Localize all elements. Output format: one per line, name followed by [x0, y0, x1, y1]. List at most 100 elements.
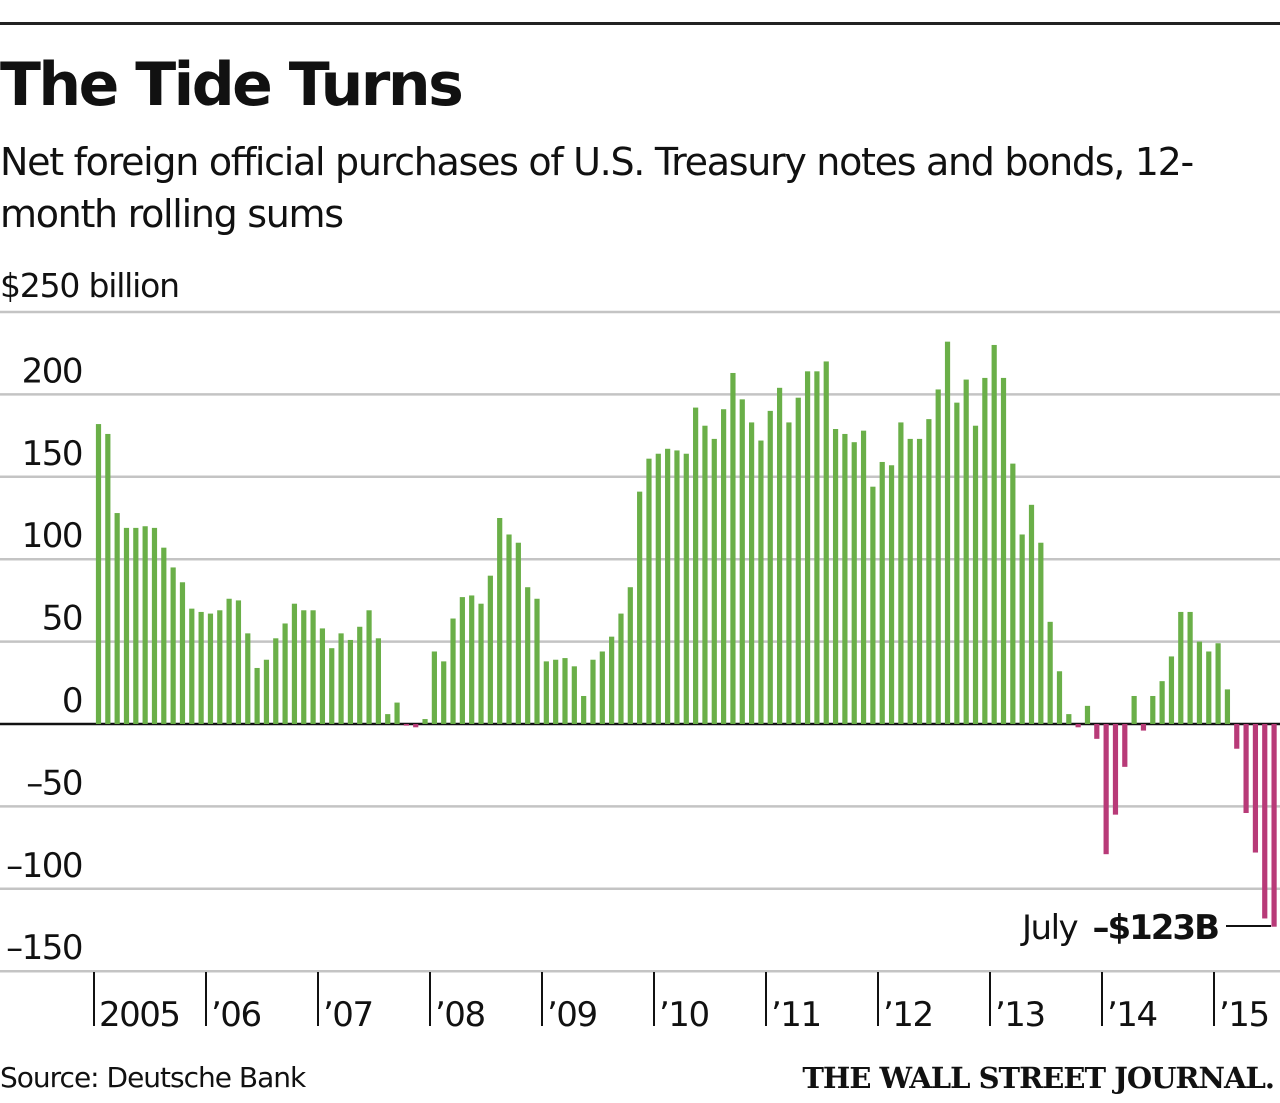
bar-positive — [291, 603, 298, 724]
bar-positive — [329, 648, 335, 724]
bar-positive — [758, 440, 764, 724]
bar-positive — [105, 433, 111, 724]
bar-positive — [1000, 377, 1007, 724]
bar-positive — [198, 611, 204, 724]
bar-positive — [534, 598, 540, 724]
annotation: July –$123B — [1020, 908, 1272, 948]
bar-positive — [310, 610, 316, 724]
bar-positive — [1159, 681, 1165, 724]
bar-positive — [916, 438, 923, 724]
bar-positive — [581, 695, 587, 724]
bar-negative — [413, 724, 419, 728]
bar-positive — [515, 542, 521, 724]
bar-positive — [1215, 643, 1221, 724]
bars — [95, 341, 1277, 927]
bar-positive — [525, 587, 531, 724]
bar-positive — [711, 438, 717, 724]
bar-positive — [151, 527, 158, 724]
bar-positive — [207, 613, 214, 724]
bar-positive — [497, 518, 503, 724]
bar-positive — [1150, 695, 1156, 724]
bar-positive — [347, 639, 354, 724]
bar-positive — [1084, 705, 1091, 724]
bar-positive — [1206, 651, 1212, 724]
bar-positive — [991, 344, 997, 724]
bar-positive — [898, 422, 904, 724]
x-tick-label: ’09 — [547, 995, 597, 1035]
bar-positive — [179, 582, 186, 724]
bar-negative — [1243, 724, 1249, 813]
bar-positive — [1131, 695, 1137, 724]
bar-positive — [860, 430, 867, 724]
bar-positive — [459, 597, 465, 724]
bar-positive — [721, 409, 727, 724]
bar-positive — [627, 587, 633, 724]
bar-positive — [254, 667, 260, 724]
bar-negative — [1271, 724, 1277, 927]
bar-positive — [114, 513, 120, 724]
bar-positive — [366, 610, 372, 724]
chart-subtitle: Net foreign official purchases of U.S. T… — [0, 140, 1194, 236]
bar-negative — [1252, 724, 1259, 853]
bar-positive — [1224, 689, 1231, 724]
bar-positive — [674, 450, 680, 724]
bar-positive — [506, 534, 512, 724]
bar-positive — [655, 453, 661, 724]
bar-negative — [1234, 724, 1240, 749]
bar-positive — [1019, 534, 1025, 724]
bar-positive — [730, 372, 736, 724]
bar-positive — [431, 651, 437, 724]
bar-positive — [450, 618, 456, 724]
bar-positive — [1047, 621, 1053, 724]
gridlines — [0, 310, 1280, 973]
bar-positive — [441, 661, 447, 724]
publisher-logo: THE WALL STREET JOURNAL. — [802, 1061, 1275, 1095]
bar-positive — [804, 371, 811, 724]
bar-positive — [553, 659, 559, 724]
bar-positive — [133, 527, 139, 724]
bar-positive — [142, 526, 148, 724]
bar-positive — [590, 659, 596, 724]
y-axis-unit-label: $250 billion — [0, 266, 180, 305]
bar-positive — [338, 633, 344, 724]
bar-positive — [562, 658, 568, 724]
bar-positive — [618, 613, 624, 724]
bar-negative — [1103, 724, 1109, 855]
x-tick-label: ’13 — [995, 995, 1045, 1035]
bar-positive — [375, 638, 381, 724]
bar-positive — [870, 486, 876, 724]
bar-positive — [926, 419, 932, 724]
bar-positive — [646, 458, 652, 724]
bar-positive — [123, 527, 130, 724]
bar-positive — [944, 341, 951, 724]
bar-positive — [907, 438, 913, 724]
bar-positive — [749, 422, 755, 724]
bar-negative — [403, 724, 409, 726]
bar-positive — [1038, 542, 1044, 724]
bar-negative — [1140, 724, 1147, 731]
bar-positive — [795, 397, 801, 724]
bar-negative — [1112, 724, 1119, 815]
bar-positive — [422, 719, 428, 724]
bar-negative — [1094, 724, 1100, 739]
bar-positive — [385, 714, 391, 724]
bar-positive — [487, 575, 493, 724]
x-axis: 2005 ’06 ’07 ’08 ’09 ’10 ’11 ’12 ’13 ’14 ’15 — [93, 972, 1270, 1035]
source-note: Source: Deutsche Bank — [0, 1061, 306, 1094]
y-axis-ticks: 200 150 100 50 0 –50 –100 –150 — [6, 351, 83, 968]
bar-positive — [478, 603, 484, 724]
bar-positive — [1028, 504, 1035, 724]
x-tick-label: ’10 — [659, 995, 709, 1035]
bar-positive — [814, 371, 820, 724]
bar-positive — [319, 628, 326, 724]
bar-positive — [189, 608, 195, 724]
bar-negative — [1075, 724, 1081, 728]
y-tick-label: –100 — [6, 846, 82, 886]
bar-positive — [888, 465, 895, 724]
bar-positive — [95, 424, 102, 724]
y-tick-label: 200 — [22, 351, 82, 391]
bar-positive — [693, 407, 699, 724]
bar-positive — [235, 600, 242, 724]
bar-positive — [683, 453, 689, 724]
